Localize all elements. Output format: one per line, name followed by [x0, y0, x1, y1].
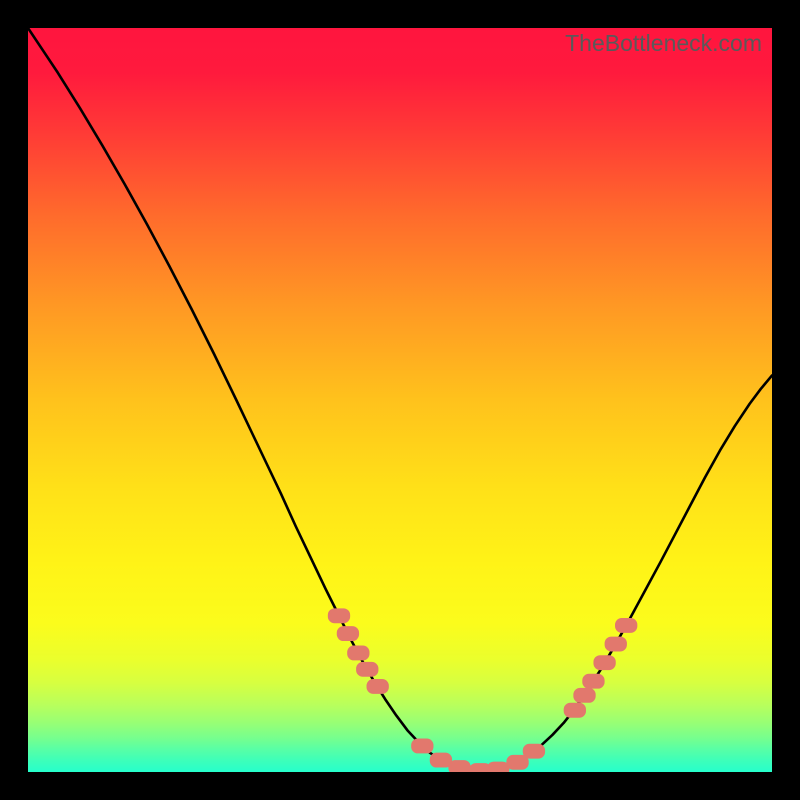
- data-marker: [573, 688, 595, 703]
- data-marker: [593, 655, 615, 670]
- data-marker: [605, 637, 627, 652]
- data-marker: [367, 679, 389, 694]
- data-marker: [356, 662, 378, 677]
- data-marker: [582, 674, 604, 689]
- plot-area: [28, 28, 772, 772]
- data-marker: [411, 739, 433, 754]
- data-marker: [347, 646, 369, 661]
- data-marker: [487, 762, 509, 772]
- chart-frame: TheBottleneck.com: [0, 0, 800, 800]
- data-marker: [615, 618, 637, 633]
- data-marker: [523, 744, 545, 759]
- bottleneck-curve: [28, 28, 772, 771]
- data-marker: [448, 760, 470, 772]
- data-marker: [328, 608, 350, 623]
- data-marker: [337, 626, 359, 641]
- chart-svg: [28, 28, 772, 772]
- watermark-text: TheBottleneck.com: [565, 30, 762, 57]
- data-marker: [564, 703, 586, 718]
